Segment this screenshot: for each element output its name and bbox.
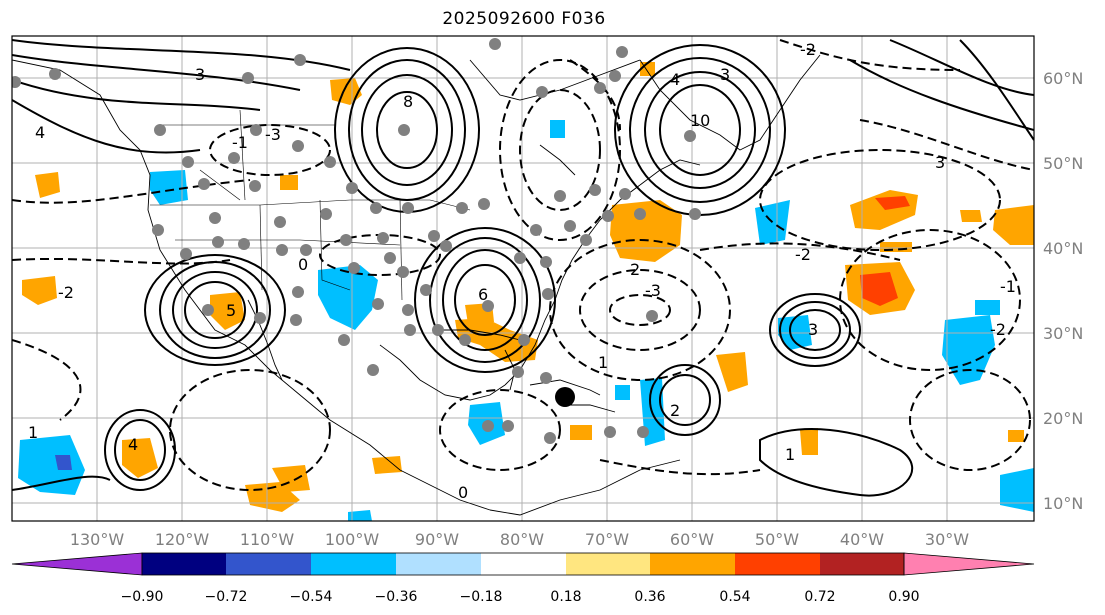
contour-label: 2 [630,260,640,279]
shade-red [875,196,910,210]
colorbar-extend-right [903,552,1035,576]
colorbar-tick-label: 0.54 [719,589,750,605]
contour-label: -2 [800,40,816,59]
contour-label: 10 [690,111,710,130]
colorbar-segment [735,553,820,575]
contour-label: -1 [1000,277,1016,296]
lat-tick-label: 60°N [1043,69,1083,88]
shade-blue [318,265,378,330]
colorbar-tick-label: −0.54 [290,589,333,605]
shade-orange [993,205,1034,245]
colorbar-segment [566,553,650,575]
contour-label: 3 [935,153,945,172]
contour-label: 3 [195,65,205,84]
shade-orange [800,428,818,455]
contour-label: -2 [795,245,811,264]
contour-label: 3 [720,65,730,84]
contour-label: 2 [670,401,680,420]
shade-orange [122,438,158,478]
colorbar-tick-label: 0.72 [804,589,835,605]
colorbar-segment [311,553,396,575]
shade-blue [550,120,565,138]
lon-tick-label: 130°W [70,530,125,549]
colorbar-extend-left [11,552,143,576]
contour-labels: 8 10 3 4 3 -3 -1 4 -2 3 2 -3 0 1 -2 -2 -… [28,40,1016,502]
solid-contours [12,39,1034,497]
lon-tick-label: 60°W [670,530,714,549]
shade-orange [716,352,748,392]
contour-label: 6 [478,285,488,304]
contour-label: -2 [58,283,74,302]
contour-label: 4 [670,70,680,89]
shade-orange [210,292,245,330]
colorbar-segment [481,553,566,575]
shade-orange [372,456,402,474]
shade-orange [570,425,592,440]
contour-label: 4 [35,123,45,142]
shade-orange [280,175,298,190]
colorbar-segment [226,553,311,575]
shade-blue [348,510,372,521]
lon-tick-label: 120°W [155,530,210,549]
contour-label: 0 [458,483,468,502]
contour-label: 4 [128,435,138,454]
dashed-contours [12,39,1034,491]
colorbar-segment [396,553,481,575]
lat-tick-label: 20°N [1043,409,1083,428]
shade-blue [1000,468,1034,512]
colorbar-tick-label: 0.90 [888,589,919,605]
shade-blue [150,170,188,205]
contour-label: 1 [28,423,38,442]
shade-orange [960,210,982,222]
shade-orange [1008,430,1024,442]
shade-orange [610,200,682,262]
colorbar-segment [142,553,226,575]
lon-tick-label: 40°W [840,530,884,549]
lat-tick-label: 30°N [1043,324,1083,343]
lon-tick-label: 100°W [325,530,380,549]
plot-frame [11,35,1035,522]
shade-blue [615,385,630,400]
shade-red [860,272,898,306]
lon-tick-label: 30°W [925,530,969,549]
colorbar-tick-label: −0.36 [375,589,418,605]
lat-tick-label: 40°N [1043,239,1083,258]
shade-orange [22,276,57,305]
longitude-axis: 130°W 120°W 110°W 100°W 90°W 80°W 70°W 6… [70,530,969,549]
contour-label: -3 [645,281,661,300]
lon-tick-label: 50°W [755,530,799,549]
shade-orange [330,78,362,105]
colorbar-tick-label: −0.90 [121,589,164,605]
colorbar-segment [820,553,904,575]
station-markers [12,38,701,444]
map-title: 2025092600 F036 [442,9,606,29]
colorbar-segment [650,553,735,575]
colorbar-tick-label: −0.18 [460,589,503,605]
lon-tick-label: 110°W [240,530,295,549]
colorbar-tick-label: 0.18 [550,589,581,605]
contour-label: 3 [808,320,818,339]
contour-label: -2 [990,320,1006,339]
colorbar: −0.90 −0.72 −0.54 −0.36 −0.18 0.18 0.36 … [11,552,1035,605]
lon-tick-label: 90°W [415,530,459,549]
contour-label: 1 [785,445,795,464]
shade-dark-blue [55,455,72,470]
latitude-axis: 60°N 50°N 40°N 30°N 20°N 10°N [1043,69,1083,513]
contour-label: -1 [232,133,248,152]
colorbar-tick-label: −0.72 [205,589,248,605]
shade-orange [35,172,60,198]
contour-label: 8 [403,92,413,111]
contour-label: 1 [598,353,608,372]
contour-label: 5 [226,301,236,320]
contour-label: -3 [265,125,281,144]
highlight-station-marker [555,387,575,407]
lon-tick-label: 80°W [500,530,544,549]
shade-blue [975,300,1000,315]
lat-tick-label: 50°N [1043,154,1083,173]
contour-label: 0 [298,255,308,274]
lon-tick-label: 70°W [585,530,629,549]
colorbar-tick-label: 0.36 [634,589,665,605]
lat-tick-label: 10°N [1043,494,1083,513]
